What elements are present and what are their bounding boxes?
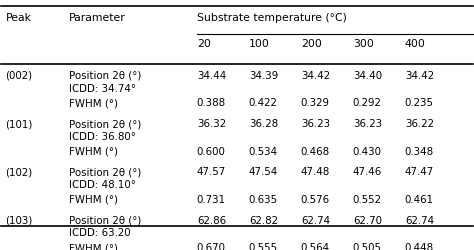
Text: 34.42: 34.42 <box>405 70 434 81</box>
Text: 0.552: 0.552 <box>353 194 382 204</box>
Text: 20: 20 <box>197 39 211 49</box>
Text: 47.54: 47.54 <box>249 167 278 177</box>
Text: 34.44: 34.44 <box>197 70 226 81</box>
Text: 0.505: 0.505 <box>353 242 382 250</box>
Text: Position 2θ (°)
ICDD: 36.80°: Position 2θ (°) ICDD: 36.80° <box>69 119 142 141</box>
Text: (002): (002) <box>5 70 33 81</box>
Text: 100: 100 <box>249 39 270 49</box>
Text: 0.731: 0.731 <box>197 194 226 204</box>
Text: 34.42: 34.42 <box>301 70 330 81</box>
Text: 0.430: 0.430 <box>353 146 382 156</box>
Text: (101): (101) <box>5 119 33 128</box>
Text: 47.47: 47.47 <box>405 167 434 177</box>
Text: (102): (102) <box>5 167 33 177</box>
Text: 62.70: 62.70 <box>353 215 382 225</box>
Text: 0.329: 0.329 <box>301 98 330 108</box>
Text: 36.23: 36.23 <box>301 119 330 128</box>
Text: 47.48: 47.48 <box>301 167 330 177</box>
Text: FWHM (°): FWHM (°) <box>69 194 118 204</box>
Text: 0.564: 0.564 <box>301 242 330 250</box>
Text: 0.448: 0.448 <box>405 242 434 250</box>
Text: 0.600: 0.600 <box>197 146 226 156</box>
Text: 400: 400 <box>405 39 426 49</box>
Text: 0.555: 0.555 <box>249 242 278 250</box>
Text: FWHM (°): FWHM (°) <box>69 146 118 156</box>
Text: 62.74: 62.74 <box>301 215 330 225</box>
Text: Position 2θ (°)
ICDD: 34.74°: Position 2θ (°) ICDD: 34.74° <box>69 70 142 93</box>
Text: 36.22: 36.22 <box>405 119 434 128</box>
Text: 34.40: 34.40 <box>353 70 382 81</box>
Text: 36.28: 36.28 <box>249 119 278 128</box>
Text: 62.86: 62.86 <box>197 215 226 225</box>
Text: 62.74: 62.74 <box>405 215 434 225</box>
Text: 47.46: 47.46 <box>353 167 382 177</box>
Text: FWHM (°): FWHM (°) <box>69 98 118 108</box>
Text: 0.468: 0.468 <box>301 146 330 156</box>
Text: 62.82: 62.82 <box>249 215 278 225</box>
Text: 0.235: 0.235 <box>405 98 434 108</box>
Text: 0.670: 0.670 <box>197 242 226 250</box>
Text: 0.576: 0.576 <box>301 194 330 204</box>
Text: 0.461: 0.461 <box>405 194 434 204</box>
Text: Substrate temperature (°C): Substrate temperature (°C) <box>197 13 346 23</box>
Text: Parameter: Parameter <box>69 13 126 23</box>
Text: 200: 200 <box>301 39 322 49</box>
Text: Position 2θ (°)
ICDD: 63.20: Position 2θ (°) ICDD: 63.20 <box>69 215 142 238</box>
Text: 0.635: 0.635 <box>249 194 278 204</box>
Text: 36.32: 36.32 <box>197 119 226 128</box>
Text: FWHM (°): FWHM (°) <box>69 242 118 250</box>
Text: 47.57: 47.57 <box>197 167 226 177</box>
Text: (103): (103) <box>5 215 33 225</box>
Text: 0.348: 0.348 <box>405 146 434 156</box>
Text: Peak: Peak <box>5 13 31 23</box>
Text: 300: 300 <box>353 39 374 49</box>
Text: Position 2θ (°)
ICDD: 48.10°: Position 2θ (°) ICDD: 48.10° <box>69 167 142 190</box>
Text: 0.292: 0.292 <box>353 98 382 108</box>
Text: 34.39: 34.39 <box>249 70 278 81</box>
Text: 0.422: 0.422 <box>249 98 278 108</box>
Text: 36.23: 36.23 <box>353 119 382 128</box>
Text: 0.534: 0.534 <box>249 146 278 156</box>
Text: 0.388: 0.388 <box>197 98 226 108</box>
